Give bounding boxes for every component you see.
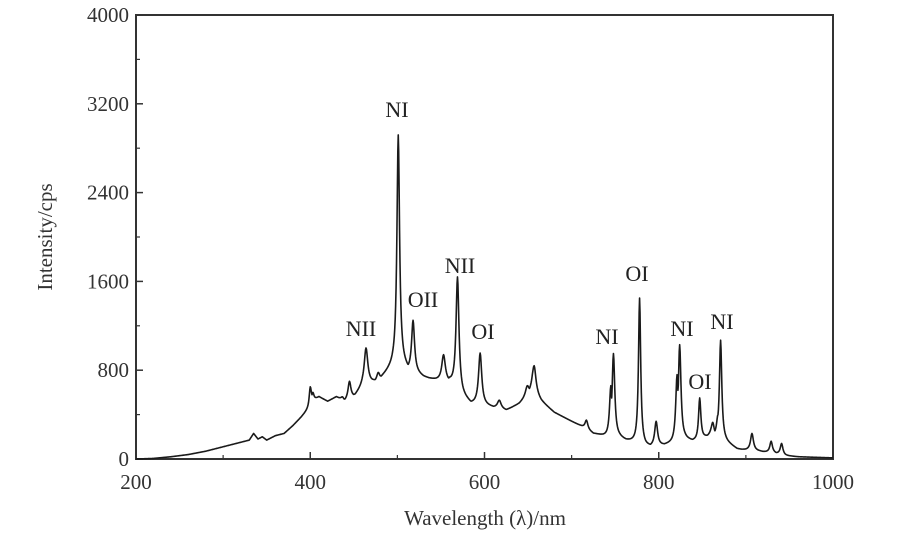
- y-tick-label: 1600: [87, 269, 129, 293]
- peak-label: NI: [670, 316, 693, 341]
- peak-label: OI: [471, 319, 494, 344]
- y-tick-label: 800: [98, 358, 130, 382]
- y-tick-label: 3200: [87, 92, 129, 116]
- plot-frame: [135, 14, 834, 460]
- x-axis-title: Wavelength (λ)/nm: [404, 506, 566, 530]
- x-tick-label: 400: [295, 470, 327, 494]
- peak-label: NI: [385, 97, 408, 122]
- peak-label: OI: [625, 261, 648, 286]
- spectrum-series: [135, 134, 834, 460]
- y-tick-label: 0: [119, 447, 130, 471]
- x-tick-label: 600: [469, 470, 501, 494]
- peak-label: OI: [688, 369, 711, 394]
- spectrum-line: [135, 134, 834, 460]
- y-tick-label: 4000: [87, 3, 129, 27]
- y-axis-title: Intensity/cps: [33, 183, 57, 290]
- peak-label: NI: [595, 324, 618, 349]
- peak-label: NII: [445, 253, 476, 278]
- x-tick-label: 200: [120, 470, 152, 494]
- x-tick-label: 1000: [812, 470, 854, 494]
- peak-label: NI: [710, 309, 733, 334]
- x-tick-label: 800: [643, 470, 675, 494]
- y-axis: 0 800 1600 2400 3200 4000: [87, 3, 143, 471]
- x-axis: 200 400 600 800 1000: [120, 452, 854, 494]
- peak-label: NII: [346, 316, 377, 341]
- peak-label: OII: [408, 287, 439, 312]
- y-tick-label: 2400: [87, 181, 129, 205]
